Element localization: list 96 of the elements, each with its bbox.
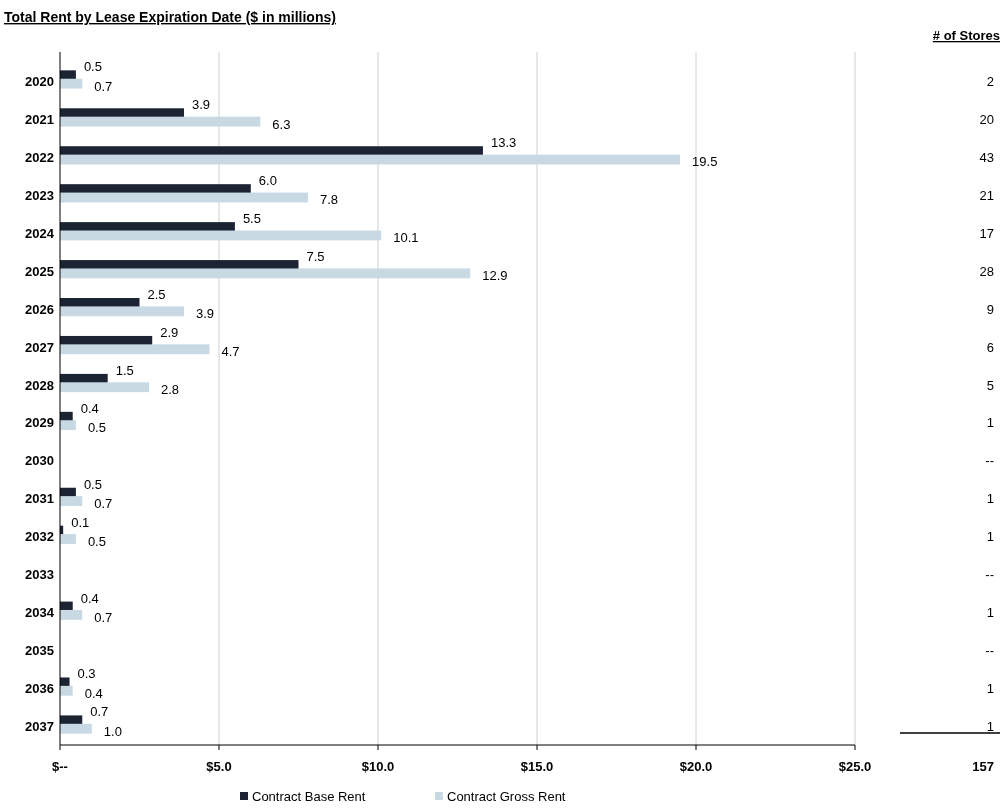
legend-label: Contract Base Rent [252, 789, 366, 804]
data-label: 1.0 [103, 723, 122, 739]
y-tick-label: 2026 [25, 301, 54, 317]
bar [60, 154, 681, 165]
data-label: 19.5 [692, 154, 718, 170]
x-tick-label: $5.0 [206, 759, 232, 774]
bar [60, 108, 185, 119]
x-tick-label: $15.0 [520, 759, 554, 774]
data-label: 0.5 [87, 533, 106, 549]
data-label: 0.5 [83, 476, 102, 492]
data-label: 0.7 [94, 78, 113, 94]
y-tick-label: 2031 [25, 491, 54, 507]
data-label: 7.8 [320, 192, 339, 208]
text: 28 [979, 263, 994, 279]
y-tick-label: 2035 [25, 643, 54, 659]
y-tick-label: 2027 [25, 339, 54, 355]
bar [60, 192, 309, 203]
data-label: 1.5 [115, 362, 134, 378]
y-tick-label: 2033 [25, 567, 54, 583]
y-tick-label: 2029 [25, 415, 54, 431]
data-label: 3.9 [192, 97, 211, 113]
bar [60, 306, 185, 317]
y-tick-label: 2030 [25, 453, 54, 469]
data-label: 0.4 [84, 685, 103, 701]
bar [60, 184, 251, 195]
data-label: 0.7 [90, 704, 109, 720]
data-label: 0.5 [87, 420, 106, 436]
x-tick-label: $20.0 [679, 759, 713, 774]
text: -- [985, 567, 994, 583]
data-label: 6.3 [272, 116, 291, 132]
text: 21 [979, 187, 994, 203]
data-label: 4.7 [221, 344, 240, 360]
data-label: 2.8 [161, 382, 180, 398]
y-tick-label: 2037 [25, 719, 54, 735]
y-tick-label: 2032 [25, 529, 54, 545]
data-label: 0.3 [77, 666, 96, 682]
y-tick-label: 2024 [25, 225, 55, 241]
chart-title: Total Rent by Lease Expiration Date ($ in millions) [4, 9, 336, 25]
x-tick-label: $25.0 [838, 759, 872, 774]
data-label: 6.0 [258, 173, 277, 189]
text: 1 [986, 681, 994, 697]
data-label: 3.9 [196, 306, 215, 322]
bar [60, 534, 76, 544]
y-tick-label: 2036 [25, 681, 54, 697]
bar [60, 222, 235, 232]
data-label: 12.9 [482, 268, 508, 284]
data-label: 0.7 [94, 495, 113, 511]
x-tick-label: $10.0 [361, 759, 395, 774]
data-label: 0.4 [80, 400, 99, 416]
data-label: 2.9 [160, 324, 179, 340]
y-tick-label: 2034 [25, 605, 55, 621]
text: 9 [986, 301, 994, 317]
text: 20 [979, 111, 994, 127]
bar [60, 146, 483, 157]
text: 2 [986, 73, 994, 89]
text: 1 [986, 605, 994, 621]
data-label: 7.5 [306, 249, 325, 265]
y-tick-label: 2021 [25, 111, 54, 127]
bar [60, 723, 92, 734]
data-label: 10.1 [393, 230, 419, 246]
data-label: 0.1 [71, 514, 90, 530]
bar [60, 685, 73, 696]
text: -- [985, 453, 994, 469]
text: 157 [972, 759, 994, 774]
bar [60, 609, 83, 620]
y-tick-label: 2025 [25, 263, 54, 279]
bar [60, 230, 382, 241]
y-tick-label: 2020 [25, 73, 54, 89]
bar [60, 268, 471, 279]
data-label: 0.5 [83, 59, 102, 75]
bar [60, 344, 210, 355]
text: -- [985, 643, 994, 659]
y-tick-label: 2023 [25, 187, 54, 203]
bar [60, 78, 83, 89]
text: 1 [986, 491, 994, 507]
text: # of Stores [932, 28, 1000, 43]
data-label: 5.5 [242, 211, 261, 227]
bar [60, 496, 83, 506]
bar [60, 420, 76, 431]
text: 6 [986, 339, 994, 355]
y-tick-label: 2028 [25, 377, 54, 393]
data-label: 0.4 [80, 590, 99, 606]
bar [60, 116, 261, 127]
data-label: 0.7 [94, 609, 113, 625]
data-label: 2.5 [147, 287, 166, 302]
y-tick-label: 2022 [25, 149, 54, 165]
text: 1 [986, 529, 994, 545]
data-label: 13.3 [490, 135, 517, 151]
text: 1 [986, 719, 994, 735]
x-tick-label: $-- [52, 759, 68, 774]
bar [60, 382, 150, 393]
text: 5 [986, 377, 994, 393]
text: 17 [979, 225, 994, 241]
legend-label: Contract Gross Rent [447, 789, 566, 804]
text: 43 [979, 149, 994, 165]
text: 1 [986, 415, 994, 431]
